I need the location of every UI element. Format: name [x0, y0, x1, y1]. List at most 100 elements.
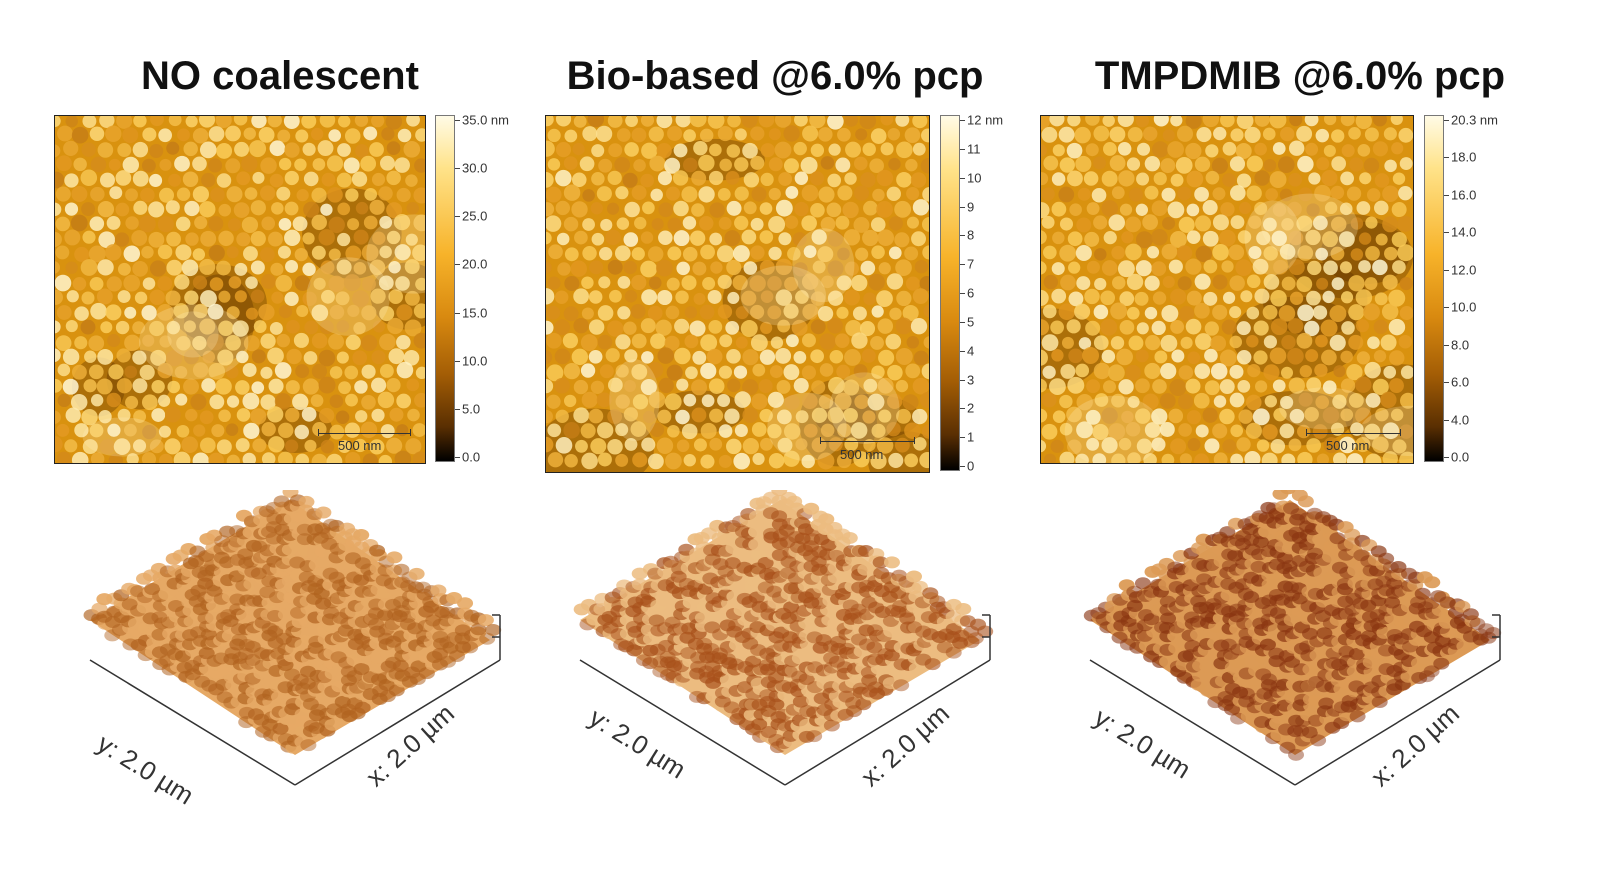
particle	[631, 247, 645, 261]
particle	[1093, 248, 1107, 261]
particle	[1078, 337, 1092, 350]
particle	[234, 290, 247, 303]
particle	[1252, 258, 1269, 275]
particle	[867, 393, 885, 411]
particle	[360, 421, 378, 439]
particle	[582, 126, 598, 142]
particle	[853, 156, 868, 171]
particle	[90, 156, 107, 173]
particle	[148, 201, 165, 218]
particle	[115, 202, 130, 217]
particle	[1111, 453, 1126, 463]
surface-bump	[1287, 725, 1304, 738]
particle	[1128, 335, 1144, 351]
bright-region	[829, 372, 900, 444]
surface-bump	[1190, 571, 1207, 584]
particle	[1043, 155, 1059, 171]
particle	[632, 394, 649, 410]
particle	[1322, 231, 1339, 248]
colorbar-tick	[960, 437, 965, 439]
particle	[725, 321, 740, 335]
particle	[200, 230, 217, 247]
particle	[259, 247, 275, 263]
particle	[546, 364, 564, 382]
particle	[1306, 377, 1322, 393]
particle	[1154, 350, 1168, 364]
particle	[1082, 347, 1100, 365]
particle	[1167, 201, 1185, 219]
particle	[562, 333, 579, 349]
particle	[372, 320, 386, 333]
particle	[183, 320, 196, 333]
particle	[1340, 408, 1354, 422]
particle	[56, 155, 72, 172]
particle	[1041, 116, 1051, 130]
particle	[818, 186, 835, 203]
colorbar-tick-label: 6	[967, 285, 975, 301]
particle	[157, 244, 173, 260]
particle	[385, 116, 403, 130]
particle	[547, 452, 564, 468]
particle	[1246, 185, 1262, 201]
particle	[570, 260, 587, 277]
particle	[245, 276, 258, 289]
particle	[743, 172, 760, 188]
particle	[640, 173, 655, 188]
particle	[292, 393, 309, 411]
particle	[227, 218, 242, 232]
particle	[57, 393, 71, 408]
particle	[1059, 451, 1075, 463]
particle	[267, 231, 283, 247]
particle	[182, 171, 199, 188]
particle	[1041, 319, 1050, 336]
surface-bump	[851, 633, 868, 646]
particle	[1185, 142, 1202, 160]
surface-bump	[384, 598, 401, 611]
particle	[860, 172, 876, 188]
surface-bump	[470, 623, 487, 636]
particle	[55, 231, 62, 247]
particle	[251, 116, 267, 129]
particle	[379, 215, 393, 229]
particle	[1059, 394, 1073, 409]
surface-bump	[1280, 490, 1296, 495]
particle	[406, 116, 420, 127]
particle	[910, 172, 927, 188]
particle	[414, 158, 425, 173]
particle	[403, 349, 420, 366]
particle	[863, 200, 878, 216]
particle	[871, 305, 884, 318]
particle	[810, 349, 824, 364]
particle	[1382, 274, 1398, 290]
particle	[1308, 172, 1321, 185]
particle	[233, 202, 250, 218]
particle	[132, 261, 148, 277]
particle	[590, 438, 607, 455]
colorbar-tick	[960, 466, 965, 467]
particle	[1101, 200, 1119, 217]
particle	[388, 289, 404, 304]
particle	[1350, 422, 1364, 436]
particle	[911, 231, 926, 247]
particle	[770, 336, 784, 349]
particle	[692, 261, 707, 276]
particle	[573, 317, 589, 334]
surface-bump	[642, 657, 659, 670]
particle	[759, 408, 773, 423]
particle	[226, 454, 240, 463]
particle	[181, 259, 199, 277]
particle	[760, 290, 774, 303]
particle	[1356, 201, 1371, 215]
particle	[546, 261, 552, 274]
particle	[904, 127, 921, 144]
particle	[66, 290, 79, 303]
particle	[1175, 156, 1193, 174]
surface-bump	[751, 718, 768, 731]
particle	[546, 116, 554, 127]
particle	[412, 451, 425, 463]
particle	[591, 144, 605, 158]
surface-bump	[1243, 591, 1260, 604]
particle	[192, 186, 210, 203]
particle	[1397, 244, 1413, 262]
particle	[1253, 320, 1269, 336]
